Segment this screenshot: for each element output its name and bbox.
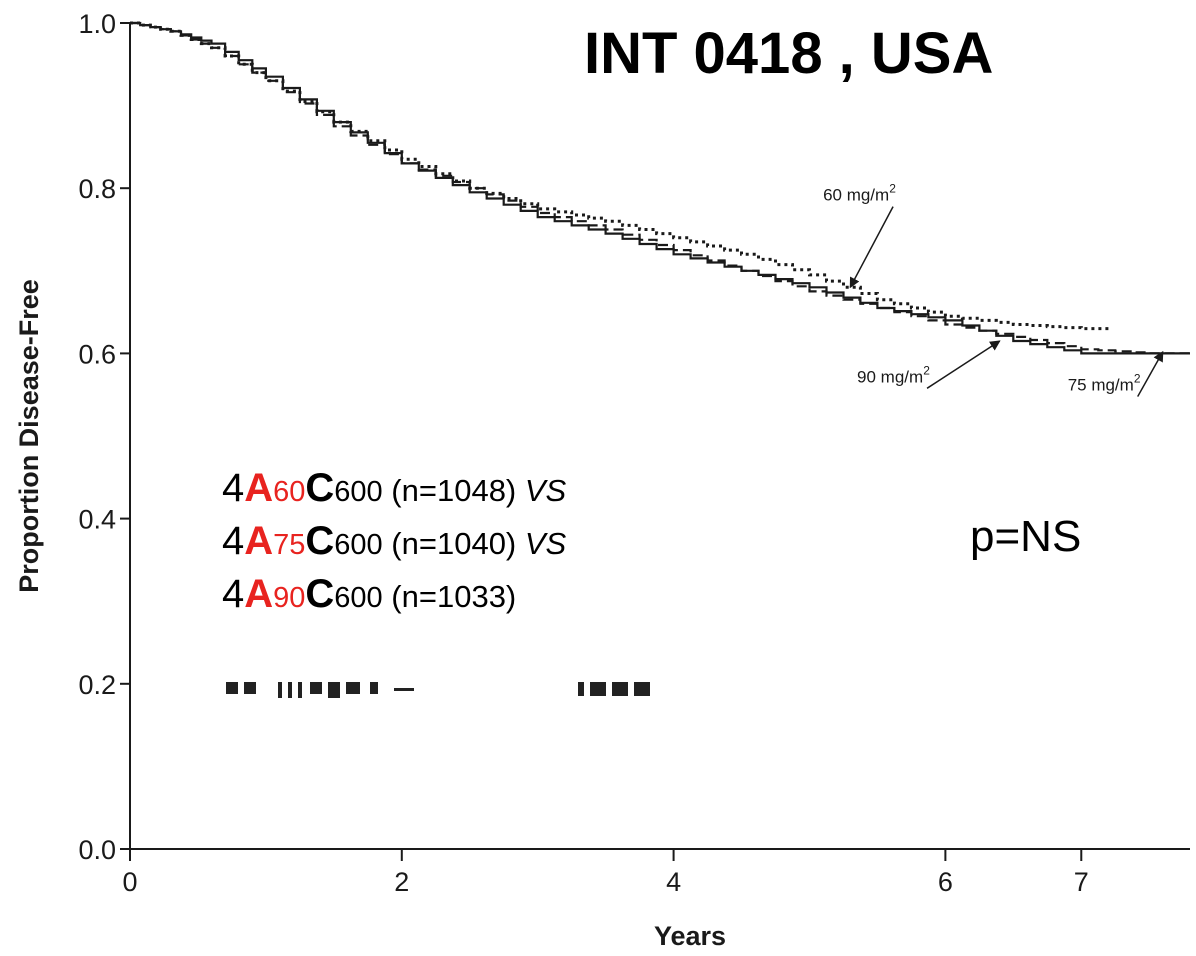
dose-annotation-label: 60 mg/m2 <box>823 182 896 205</box>
arm-row-2: 4A75C600 (n=1040) VS <box>222 515 566 568</box>
arm-prefix: 4 <box>222 466 245 510</box>
x-tick-label: 4 <box>666 867 681 897</box>
arm-dose-a: 75 <box>273 529 306 561</box>
annotation-arrow <box>926 340 1001 389</box>
y-tick-label: 0.2 <box>78 670 116 700</box>
arm-dose-c: 600 <box>334 529 383 561</box>
arm-drug-c: C <box>305 572 335 616</box>
arm-drug-a: A <box>244 466 274 510</box>
x-axis-title: Years <box>654 921 726 951</box>
chart-curves <box>130 21 1190 355</box>
arm-dose-c: 600 <box>334 582 383 614</box>
arm-prefix: 4 <box>222 572 245 616</box>
dose-annotation-label: 75 mg/m2 <box>1068 372 1141 395</box>
arm-drug-a: A <box>244 519 274 563</box>
dose-annotation-superscript: 2 <box>923 363 930 377</box>
chart-annotations: 60 mg/m2 90 mg/m2 75 mg/m2 <box>823 182 1164 397</box>
x-tick-label: 2 <box>394 867 409 897</box>
series-line-90-mg-m2 <box>130 21 1190 355</box>
y-axis-title: Proportion Disease-Free <box>14 279 44 593</box>
y-tick-label: 0.0 <box>78 835 116 865</box>
y-tick-label: 0.8 <box>78 174 116 204</box>
y-tick-label: 0.6 <box>78 339 116 369</box>
series-line-75-mg-m2 <box>130 21 1190 355</box>
arm-dose-c: 600 <box>334 476 383 508</box>
arm-n: (n=1033) <box>382 579 517 614</box>
dose-annotation-superscript: 2 <box>889 182 896 196</box>
arm-vs: VS <box>524 526 567 561</box>
x-tick-label: 7 <box>1074 867 1089 897</box>
dose-annotation-superscript: 2 <box>1134 372 1141 386</box>
arm-dose-a: 60 <box>273 476 306 508</box>
y-tick-label: 0.4 <box>78 505 116 535</box>
arm-drug-a: A <box>244 572 274 616</box>
arms-legend: 4A60C600 (n=1048) VS 4A75C600 (n=1040) V… <box>222 462 566 621</box>
arm-row-3: 4A90C600 (n=1033) <box>222 568 566 621</box>
arm-dose-a: 90 <box>273 582 306 614</box>
chart-axes: 0.0 0.2 0.4 0.6 0.8 1.0 0 2 4 6 7 Years Proportion D… <box>14 9 1190 951</box>
chart-title: INT 0418 , USA <box>584 21 994 86</box>
annotation-arrow <box>849 206 894 289</box>
arm-n: (n=1048) <box>382 473 525 508</box>
x-tick-label: 6 <box>938 867 953 897</box>
arm-row-1: 4A60C600 (n=1048) VS <box>222 462 566 515</box>
dose-annotation-label: 90 mg/m2 <box>857 363 930 386</box>
arm-drug-c: C <box>305 519 335 563</box>
annotation-arrow <box>1137 350 1164 397</box>
y-tick-label: 1.0 <box>78 9 116 39</box>
x-tick-label: 0 <box>122 867 137 897</box>
partial-text-artifact <box>226 682 650 698</box>
arm-vs: VS <box>524 473 567 508</box>
arm-drug-c: C <box>305 466 335 510</box>
arm-prefix: 4 <box>222 519 245 563</box>
arm-n: (n=1040) <box>382 526 525 561</box>
p-value-label: p=NS <box>970 512 1082 561</box>
series-line-60-mg-m2 <box>130 21 1109 331</box>
